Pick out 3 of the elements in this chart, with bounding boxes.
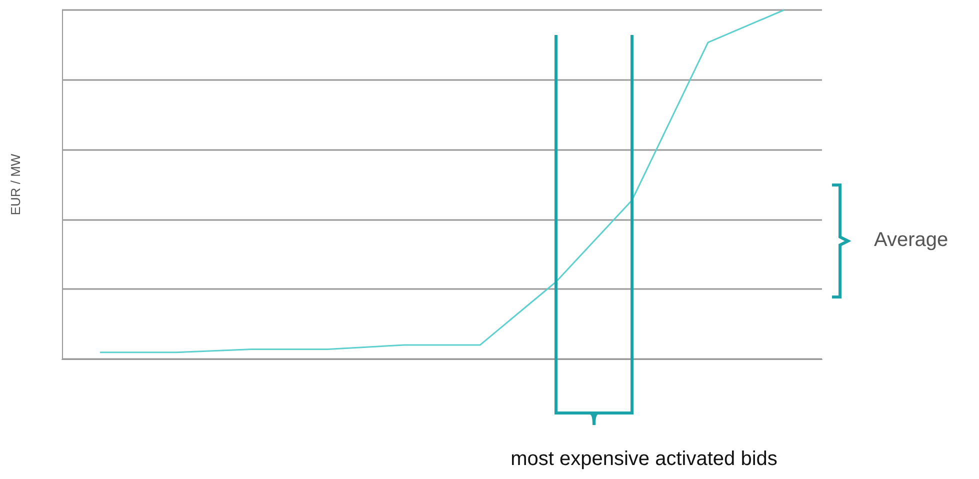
text: Average xyxy=(874,229,948,252)
y-axis-title: EUR / MW xyxy=(8,153,23,216)
text: most expensive activated bids xyxy=(510,448,778,471)
